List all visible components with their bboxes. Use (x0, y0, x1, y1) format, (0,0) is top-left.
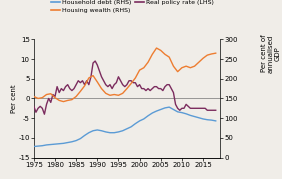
Y-axis label: Per cent of
annualised
GDP: Per cent of annualised GDP (261, 34, 281, 73)
Y-axis label: Per cent: Per cent (11, 84, 17, 113)
Legend: Household debt (RHS), Housing wealth (RHS), Real policy rate (LHS): Household debt (RHS), Housing wealth (RH… (51, 0, 214, 13)
